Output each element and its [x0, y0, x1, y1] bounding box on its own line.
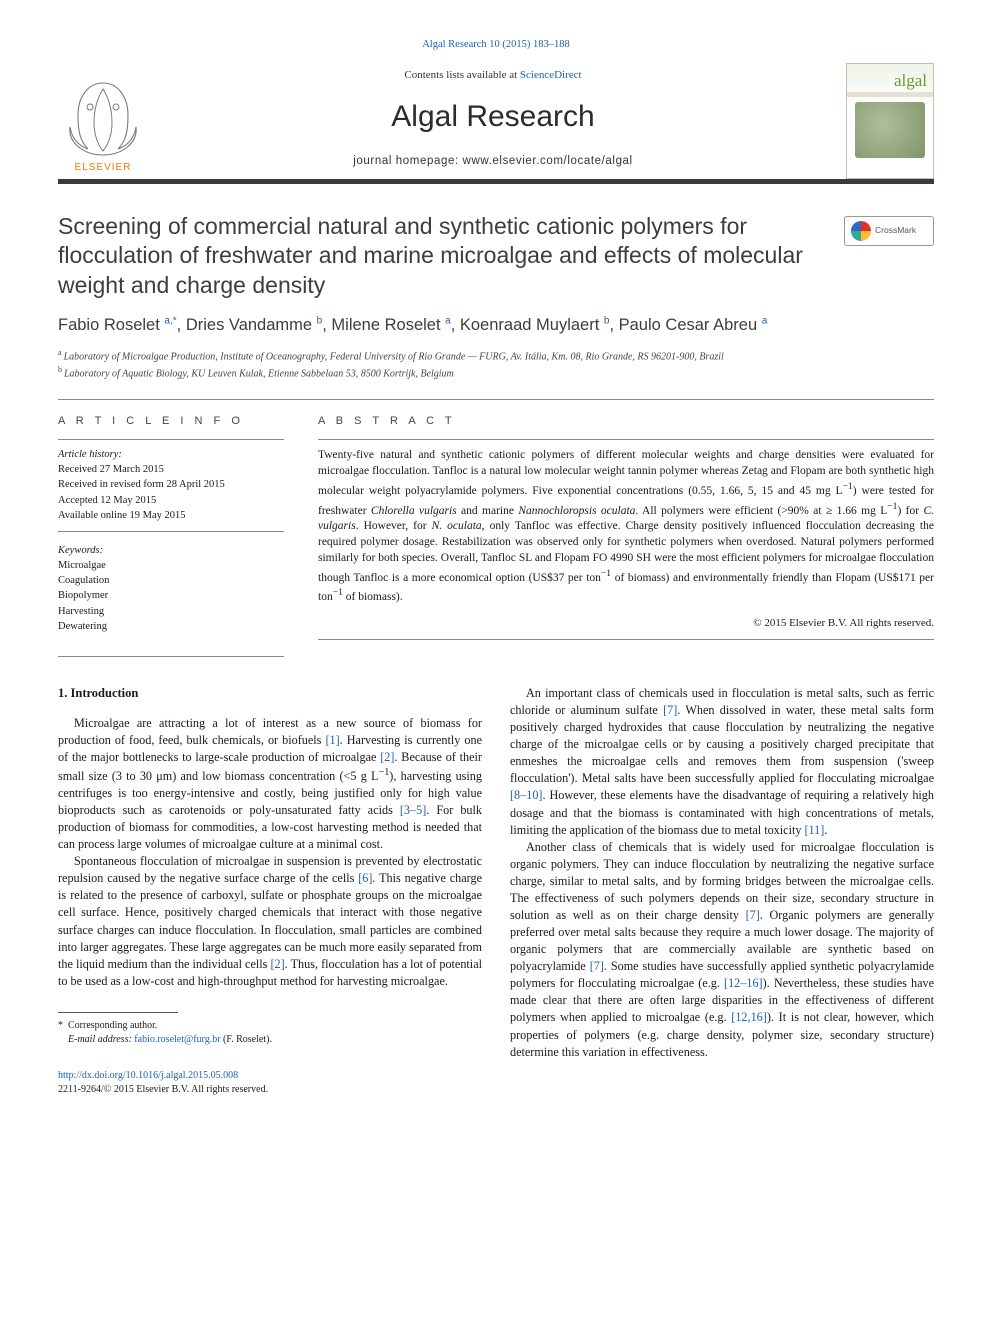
author: Fabio Roselet	[58, 316, 160, 334]
doi-link[interactable]: http://dx.doi.org/10.1016/j.algal.2015.0…	[58, 1070, 238, 1081]
svg-text:ELSEVIER: ELSEVIER	[75, 162, 132, 173]
section-heading: 1. Introduction	[58, 685, 482, 703]
article-info-label: A R T I C L E I N F O	[58, 414, 284, 429]
citation-header: Algal Research 10 (2015) 183–188	[58, 38, 934, 52]
email-label: E-mail address:	[68, 1034, 134, 1045]
author-affref[interactable]: a,	[164, 316, 172, 327]
homepage-url[interactable]: www.elsevier.com/locate/algal	[463, 155, 633, 167]
keywords-label: Keywords:	[58, 544, 284, 558]
journal-title: Algal Research	[162, 97, 824, 138]
affiliation: aLaboratory of Microalgae Production, In…	[58, 347, 934, 364]
affiliation: bLaboratory of Aquatic Biology, KU Leuve…	[58, 364, 934, 381]
body-paragraph: Microalgae are attracting a lot of inter…	[58, 715, 482, 854]
history-online: Available online 19 May 2015	[58, 509, 284, 523]
keyword: Coagulation	[58, 574, 284, 588]
issn-copyright: 2211-9264/© 2015 Elsevier B.V. All right…	[58, 1084, 268, 1095]
contents-line: Contents lists available at ScienceDirec…	[162, 68, 824, 83]
publisher-logo-slot: ELSEVIER	[58, 62, 162, 179]
history-received: Received 27 March 2015	[58, 463, 284, 477]
keyword: Harvesting	[58, 605, 284, 619]
article-title: Screening of commercial natural and synt…	[58, 212, 828, 300]
journal-cover-thumb: algal	[846, 63, 934, 179]
body-column-right: An important class of chemicals used in …	[510, 685, 934, 1097]
elsevier-logo: ELSEVIER	[58, 77, 148, 173]
body-paragraph: Another class of chemicals that is widel…	[510, 839, 934, 1061]
crossmark-icon	[851, 221, 871, 241]
footnote-star: *	[58, 1020, 63, 1031]
keyword: Microalgae	[58, 559, 284, 573]
body-paragraph: An important class of chemicals used in …	[510, 685, 934, 839]
doi-block: http://dx.doi.org/10.1016/j.algal.2015.0…	[58, 1069, 482, 1097]
corresponding-footnote: * Corresponding author. E-mail address: …	[58, 1019, 482, 1047]
divider	[58, 656, 284, 657]
history-label: Article history:	[58, 448, 284, 462]
author: Dries Vandamme	[186, 316, 312, 334]
abstract-text: Twenty-five natural and synthetic cation…	[318, 448, 934, 606]
journal-banner: ELSEVIER Contents lists available at Sci…	[58, 62, 934, 184]
keyword: Biopolymer	[58, 589, 284, 603]
keyword: Dewatering	[58, 620, 284, 634]
history-accepted: Accepted 12 May 2015	[58, 494, 284, 508]
contents-prefix: Contents lists available at	[404, 69, 519, 81]
crossmark-label: CrossMark	[875, 225, 916, 236]
abstract-label: A B S T R A C T	[318, 414, 934, 429]
divider	[58, 439, 284, 440]
author: Milene Roselet	[331, 316, 440, 334]
author-list: Fabio Roselet a,*, Dries Vandamme b, Mil…	[58, 314, 934, 336]
footnote-divider	[58, 1012, 178, 1013]
body-paragraph: Spontaneous flocculation of microalgae i…	[58, 853, 482, 990]
affiliations: aLaboratory of Microalgae Production, In…	[58, 347, 934, 382]
crossmark-badge[interactable]: CrossMark	[844, 216, 934, 246]
author: Koenraad Muylaert	[460, 316, 599, 334]
citation-link[interactable]: Algal Research 10 (2015) 183–188	[422, 39, 570, 50]
cover-brand-text: algal	[894, 70, 927, 93]
divider	[318, 439, 934, 440]
corr-label: Corresponding author.	[68, 1020, 157, 1031]
journal-homepage: journal homepage: www.elsevier.com/locat…	[162, 154, 824, 170]
body-column-left: 1. Introduction Microalgae are attractin…	[58, 685, 482, 1097]
author-email-link[interactable]: fabio.roselet@furg.br	[134, 1034, 220, 1045]
sciencedirect-link[interactable]: ScienceDirect	[520, 69, 582, 81]
history-revised: Received in revised form 28 April 2015	[58, 478, 284, 492]
abstract-copyright: © 2015 Elsevier B.V. All rights reserved…	[318, 616, 934, 631]
email-owner: (F. Roselet).	[221, 1034, 272, 1045]
divider	[58, 531, 284, 532]
author-affref[interactable]: a	[762, 316, 768, 327]
homepage-label: journal homepage:	[353, 155, 462, 167]
divider	[318, 639, 934, 640]
author: Paulo Cesar Abreu	[619, 316, 758, 334]
